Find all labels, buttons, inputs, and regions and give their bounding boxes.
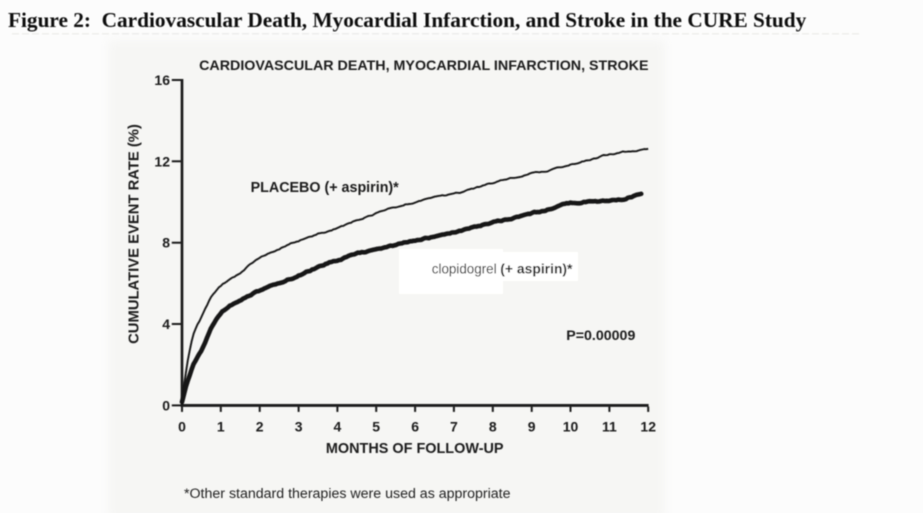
svg-text:12: 12: [154, 153, 170, 169]
svg-text:8: 8: [489, 418, 497, 434]
svg-text:MONTHS OF FOLLOW-UP: MONTHS OF FOLLOW-UP: [326, 441, 504, 457]
svg-text:2: 2: [256, 418, 264, 434]
svg-text:9: 9: [528, 418, 536, 434]
svg-text:*Other standard therapies were: *Other standard therapies were used as a…: [184, 486, 511, 502]
svg-text:8: 8: [162, 235, 170, 251]
svg-text:7: 7: [450, 418, 458, 434]
svg-text:3: 3: [295, 418, 303, 434]
svg-text:11: 11: [602, 418, 617, 434]
svg-text:CARDIOVASCULAR DEATH, MYOCARDI: CARDIOVASCULAR DEATH, MYOCARDIAL INFARCT…: [199, 58, 648, 74]
svg-text:Figure 2: Cardiovascular Deat: Figure 2: Cardiovascular Death, Myocardi…: [8, 8, 807, 32]
svg-text:5: 5: [372, 418, 380, 434]
svg-text:P=0.00009: P=0.00009: [566, 328, 635, 344]
svg-text:10: 10: [563, 418, 579, 434]
svg-text:1: 1: [217, 418, 225, 434]
svg-text:CUMULATIVE EVENT RATE (%): CUMULATIVE EVENT RATE (%): [127, 124, 143, 344]
svg-text:PLACEBO (+ aspirin)*: PLACEBO (+ aspirin)*: [251, 180, 400, 196]
svg-text:4: 4: [162, 316, 170, 332]
svg-text:6: 6: [411, 418, 419, 434]
svg-text:clopidogrel (+ aspirin)*: clopidogrel (+ aspirin)*: [432, 261, 573, 277]
svg-text:16: 16: [154, 72, 170, 88]
svg-text:0: 0: [162, 397, 170, 413]
svg-text:0: 0: [178, 418, 186, 434]
svg-text:12: 12: [640, 418, 656, 434]
svg-text:4: 4: [334, 418, 342, 434]
